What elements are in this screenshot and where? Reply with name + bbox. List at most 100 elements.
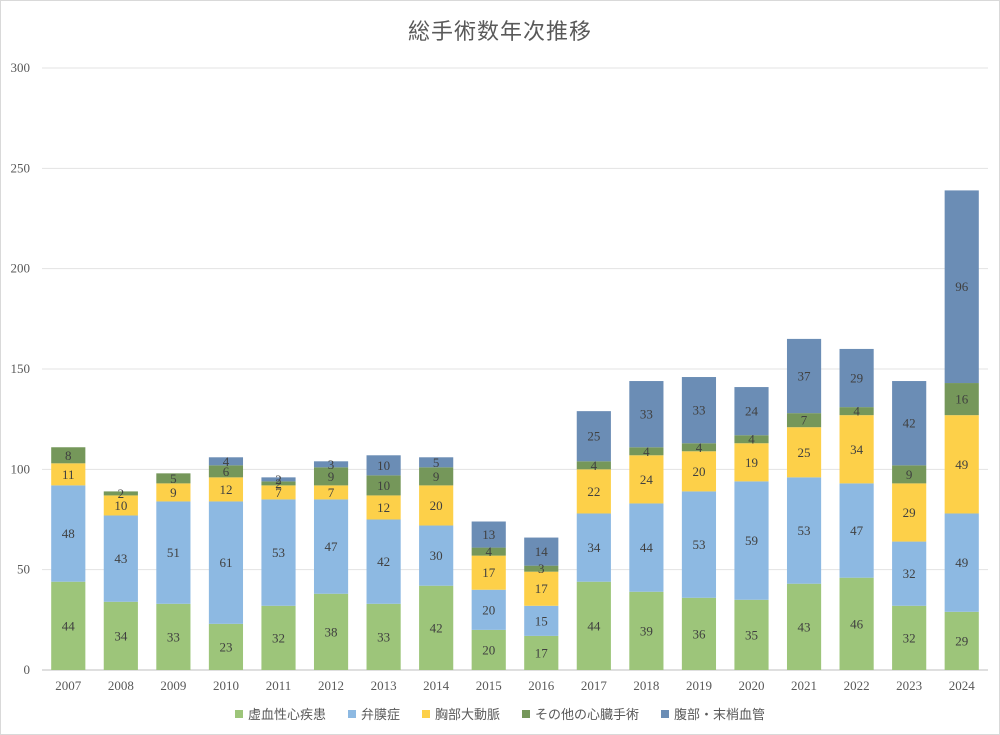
data-label: 7: [801, 413, 808, 428]
bar-segment: [576, 469, 611, 514]
data-label: 20: [692, 464, 705, 479]
bar-segment: [103, 495, 138, 516]
bar-segment: [208, 465, 244, 478]
data-label: 43: [798, 619, 811, 634]
bar-segment: [313, 467, 349, 486]
bar-segment: [419, 525, 454, 586]
data-label: 7: [328, 485, 335, 500]
x-tick-label: 2008: [108, 678, 134, 693]
bar-segment: [892, 605, 927, 670]
bar-segment: [366, 519, 401, 604]
bar-segment: [786, 338, 822, 414]
data-label: 5: [170, 471, 177, 486]
x-tick-label: 2011: [266, 678, 292, 693]
bar-segment: [313, 485, 349, 500]
bar-segment: [892, 465, 927, 484]
data-label: 20: [482, 602, 495, 617]
bar-segment: [892, 381, 927, 466]
bar-segment: [839, 415, 874, 484]
bar-segment: [786, 427, 822, 478]
bar-segment: [366, 495, 401, 520]
data-label: 37: [798, 369, 812, 384]
bar-segment: [839, 407, 874, 416]
y-tick-label: 100: [11, 461, 31, 476]
bar-segment: [524, 537, 559, 566]
data-label: 3: [538, 561, 545, 576]
data-label: 49: [955, 555, 968, 570]
x-tick-label: 2015: [476, 678, 502, 693]
bar-segment: [681, 443, 717, 452]
data-label: 47: [325, 539, 339, 554]
bar-segment: [208, 457, 244, 466]
x-tick-label: 2012: [318, 678, 344, 693]
bar-segment: [629, 503, 664, 592]
chart-plot: 4448118344310233519523611264325372238477…: [11, 60, 988, 693]
bar-segment: [839, 348, 874, 408]
data-label: 38: [325, 624, 338, 639]
y-tick-label: 300: [11, 60, 31, 75]
bar-segment: [419, 467, 454, 486]
bar-segment: [261, 605, 296, 670]
legend-swatch: [347, 709, 356, 718]
bar-segment: [734, 443, 769, 482]
legend-label: 虚血性心疾患: [247, 708, 326, 723]
data-label: 61: [219, 555, 232, 570]
bar-segment: [208, 501, 244, 624]
data-label: 9: [906, 467, 913, 482]
data-label: 32: [903, 630, 916, 645]
data-label: 17: [482, 565, 496, 580]
y-tick-label: 0: [24, 662, 31, 677]
bar-segment: [366, 455, 401, 476]
data-label: 16: [955, 392, 969, 407]
bar-segment: [156, 473, 191, 484]
data-label: 9: [328, 469, 335, 484]
data-label: 33: [377, 629, 390, 644]
bar-segment: [471, 589, 506, 630]
bar-segment: [576, 461, 611, 470]
legend-item: 胸部大動脈: [421, 704, 500, 723]
data-label: 34: [587, 540, 601, 555]
legend-swatch: [522, 709, 530, 718]
bar-segment: [51, 485, 86, 582]
bar-segment: [51, 581, 86, 670]
bar-segment: [681, 377, 717, 444]
data-label: 4: [748, 432, 755, 447]
legend-label: その他の心臓手術: [535, 708, 640, 723]
legend-item: 弁膜症: [347, 704, 400, 723]
data-label: 39: [640, 623, 653, 638]
bar-segment: [156, 501, 191, 604]
data-label: 17: [535, 645, 549, 660]
data-label: 2: [275, 472, 282, 487]
bar-segment: [156, 603, 191, 670]
data-label: 25: [587, 429, 600, 444]
data-label: 7: [275, 485, 282, 500]
data-label: 34: [114, 628, 128, 643]
data-label: 33: [167, 629, 180, 644]
bar-segment: [261, 481, 296, 486]
bar-segment: [51, 447, 86, 464]
data-label: 19: [745, 455, 758, 470]
data-label: 48: [62, 526, 75, 541]
data-label: 4: [853, 404, 860, 419]
data-label: 2: [118, 486, 125, 501]
bar-segment: [524, 605, 559, 636]
data-label: 30: [430, 548, 443, 563]
bar-segment: [471, 521, 506, 548]
data-label: 24: [640, 472, 654, 487]
data-label: 17: [535, 581, 549, 596]
bar-segment: [103, 515, 138, 602]
bar-segment: [576, 513, 611, 582]
bar-segment: [419, 585, 454, 670]
bar-segment: [524, 571, 559, 606]
data-label: 9: [170, 485, 177, 500]
data-label: 29: [955, 633, 968, 648]
x-tick-label: 2022: [844, 678, 870, 693]
bar-segment: [103, 601, 138, 670]
data-label: 8: [65, 448, 72, 463]
bar-segment: [576, 411, 611, 462]
data-label: 44: [587, 618, 601, 633]
data-label: 42: [430, 620, 443, 635]
data-label: 9: [433, 469, 440, 484]
bar-segment: [103, 491, 138, 496]
bar-segment: [944, 383, 979, 416]
